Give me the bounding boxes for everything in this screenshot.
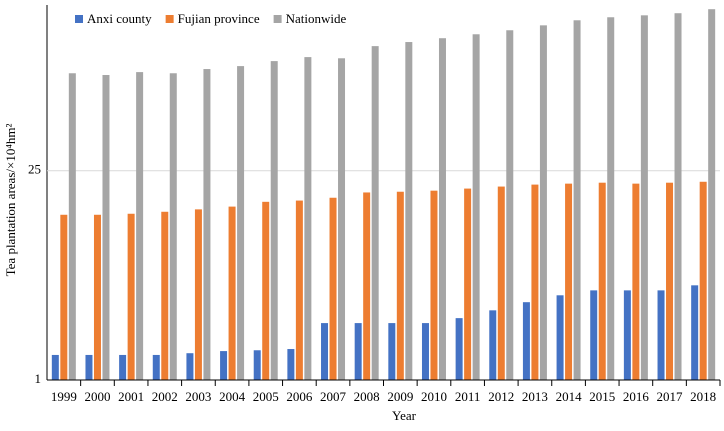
bar — [169, 73, 177, 380]
bar — [371, 46, 379, 380]
bar — [506, 30, 514, 380]
bar — [253, 350, 261, 380]
x-axis-label: Year — [392, 408, 417, 423]
bar — [590, 290, 598, 380]
x-tick-label: 2018 — [690, 389, 716, 404]
bar — [136, 72, 144, 381]
bar — [93, 214, 101, 380]
x-tick-label: 2008 — [354, 389, 380, 404]
bar — [270, 61, 278, 381]
bar — [388, 323, 396, 380]
bar — [438, 38, 446, 381]
bar — [598, 182, 606, 380]
legend-label: Fujian province — [178, 11, 260, 26]
x-tick-label: 2003 — [185, 389, 211, 404]
bar — [329, 197, 337, 380]
bar — [522, 302, 530, 380]
x-tick-label: 2002 — [152, 389, 178, 404]
bar — [321, 323, 329, 380]
bar — [237, 66, 245, 380]
legend-swatch — [75, 15, 83, 23]
bar — [194, 209, 202, 380]
x-tick-label: 2015 — [589, 389, 615, 404]
x-tick-label: 2006 — [286, 389, 313, 404]
bar — [85, 354, 93, 380]
bar — [632, 183, 640, 380]
x-tick-label: 2011 — [455, 389, 481, 404]
x-tick-label: 2012 — [488, 389, 514, 404]
x-tick-label: 1999 — [51, 389, 77, 404]
legend-swatch — [165, 15, 174, 23]
x-tick-label: 2001 — [118, 389, 144, 404]
bar — [354, 323, 362, 380]
bar — [396, 191, 404, 380]
legend-label: Anxi county — [87, 11, 152, 26]
bar — [556, 295, 564, 380]
bar — [421, 323, 429, 380]
bar — [186, 353, 194, 380]
bar — [287, 349, 295, 380]
y-tick-label: 1 — [35, 371, 42, 386]
x-tick-label: 2017 — [657, 389, 684, 404]
y-axis-label: Tea plantation areas/×10⁴hm² — [3, 124, 18, 277]
x-tick-label: 2010 — [421, 389, 447, 404]
bar — [539, 25, 547, 380]
bar — [102, 75, 110, 381]
bar — [220, 351, 228, 380]
x-tick-label: 2009 — [387, 389, 413, 404]
bar — [127, 213, 135, 380]
bar — [430, 190, 438, 380]
bar — [691, 285, 699, 380]
bar — [708, 9, 716, 380]
x-tick-label: 2013 — [522, 389, 548, 404]
x-tick-label: 2000 — [84, 389, 110, 404]
bar — [363, 192, 371, 380]
bar — [607, 17, 615, 381]
x-tick-label: 2016 — [623, 389, 650, 404]
bar — [152, 354, 160, 380]
bar — [640, 15, 648, 381]
bar — [464, 188, 472, 380]
bar — [657, 290, 665, 380]
bar — [262, 201, 270, 380]
bar — [405, 42, 413, 380]
bar — [489, 310, 497, 380]
bar — [203, 69, 211, 380]
bar — [68, 73, 76, 380]
x-tick-label: 2004 — [219, 389, 246, 404]
bar — [531, 184, 539, 380]
bar — [304, 57, 312, 381]
bar — [666, 182, 674, 380]
bar — [472, 34, 480, 381]
bar — [161, 211, 169, 380]
x-tick-label: 2007 — [320, 389, 347, 404]
legend-label: Nationwide — [286, 11, 347, 26]
bar — [565, 183, 573, 380]
bar — [674, 13, 682, 380]
y-tick-label: 25 — [28, 162, 41, 177]
bar — [497, 186, 505, 380]
legend-swatch — [273, 15, 282, 23]
bar — [295, 200, 303, 380]
bar — [455, 318, 463, 380]
bar — [228, 206, 236, 380]
bar — [51, 354, 59, 380]
bar — [60, 214, 68, 380]
bar — [699, 181, 707, 380]
bar — [623, 290, 631, 380]
x-tick-label: 2014 — [556, 389, 583, 404]
x-tick-label: 2005 — [253, 389, 279, 404]
bar — [573, 20, 581, 381]
bar — [119, 354, 127, 380]
bar — [338, 58, 346, 380]
